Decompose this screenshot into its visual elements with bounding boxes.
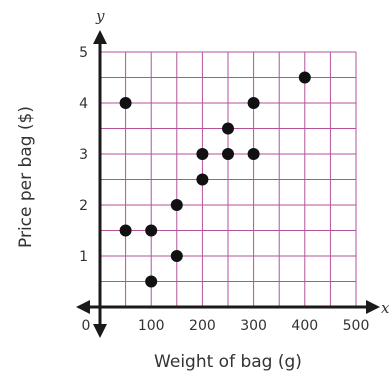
data-point: [170, 250, 183, 262]
data-point: [298, 71, 311, 84]
data-point: [170, 199, 183, 211]
y-tick-label: 1: [79, 249, 88, 265]
data-point: [247, 148, 260, 160]
data-point: [196, 148, 209, 160]
x-tick-label: 100: [138, 318, 165, 334]
y-tick-label: 2: [79, 198, 88, 214]
data-point: [119, 224, 132, 237]
y-tick-label: 4: [79, 96, 88, 112]
tick-labels: 100 200 300 400 500 1 2 3 4 5: [79, 45, 369, 334]
y-tick-label: 5: [79, 45, 88, 61]
x-axis-arrow-right: [366, 300, 380, 314]
data-points: [119, 71, 311, 288]
x-tick-label: 300: [240, 318, 267, 334]
grid: [100, 51, 357, 307]
axes: [76, 30, 380, 338]
y-axis-title: Price per bag ($): [16, 106, 36, 248]
x-tick-label: 200: [189, 318, 216, 334]
data-point: [119, 97, 132, 109]
data-point: [145, 275, 158, 288]
y-axis-arrow-up: [93, 30, 107, 44]
x-tick-label: 500: [343, 318, 370, 334]
y-axis-variable: y: [95, 7, 105, 25]
x-axis-title: Weight of bag (g): [154, 352, 302, 372]
x-tick-label: 400: [291, 318, 318, 334]
x-axis-variable: x: [381, 299, 390, 317]
data-point: [196, 173, 209, 186]
data-point: [247, 97, 260, 109]
y-axis-arrow-down: [93, 324, 107, 338]
data-point: [222, 122, 234, 135]
x-axis-arrow-left: [76, 300, 90, 314]
origin-label: 0: [82, 318, 91, 334]
y-tick-label: 3: [79, 147, 88, 163]
data-point: [222, 148, 234, 160]
data-point: [145, 224, 158, 237]
